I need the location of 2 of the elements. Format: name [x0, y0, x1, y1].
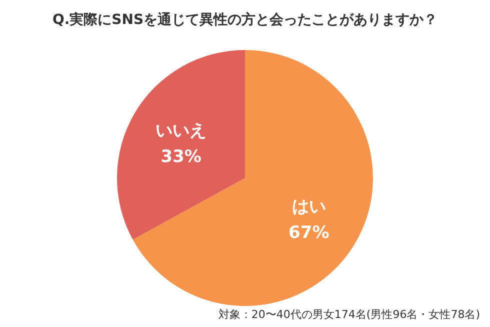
title: Q.実際にSNSを通じて異性の方と会ったことがありますか？ — [52, 12, 438, 28]
annotation: 対象：20〜40代の男女174名(男性96名・女性78名) — [218, 308, 480, 321]
